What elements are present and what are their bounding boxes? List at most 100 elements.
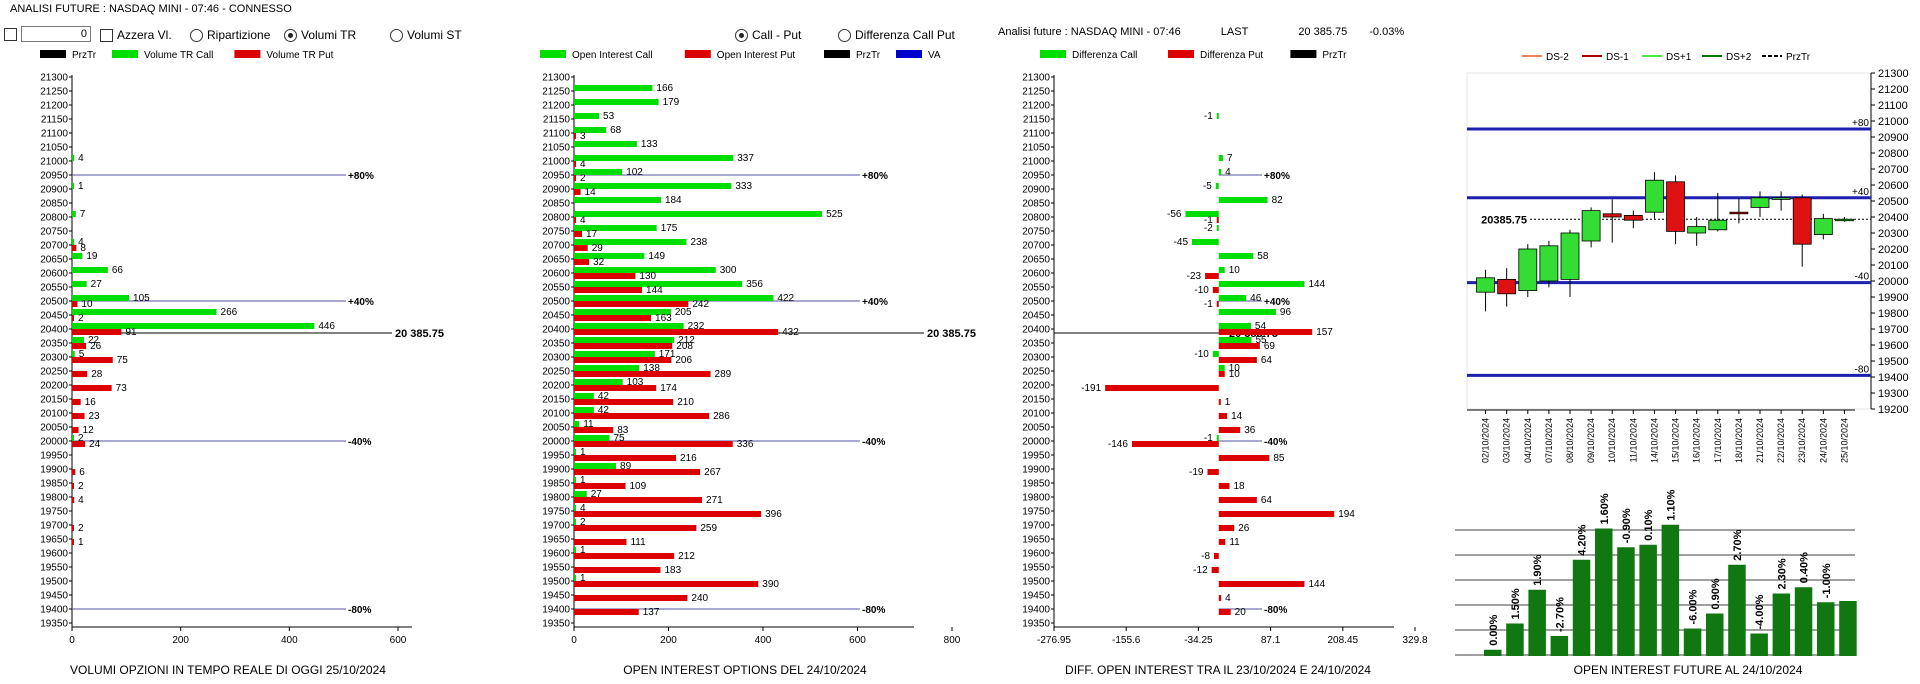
oi-y-tick-label: 21150 bbox=[543, 115, 571, 126]
candle-y-tick-label: 19600 bbox=[1878, 340, 1909, 352]
radio-ripartizione[interactable]: Ripartizione bbox=[190, 28, 270, 42]
oi-y-tick-label: 20200 bbox=[542, 381, 570, 392]
oi-bar-label-put: 212 bbox=[678, 551, 695, 562]
vol-bar-put bbox=[72, 315, 74, 321]
diff-bar-call bbox=[1218, 267, 1225, 273]
diff-bar-label-call: 10 bbox=[1229, 363, 1241, 374]
oi-bar-label-put: 2 bbox=[580, 173, 586, 184]
oi-bar-label-put: 216 bbox=[680, 453, 697, 464]
call-put-label: Call - Put bbox=[752, 28, 802, 42]
diff-bar-call bbox=[1218, 337, 1252, 343]
oi-bar-put bbox=[574, 259, 590, 265]
candle-date-label: 24/10/2024 bbox=[1818, 418, 1828, 463]
oi-bar-put bbox=[574, 329, 779, 335]
vol-bar-put bbox=[72, 357, 113, 363]
oi-bar-put bbox=[574, 469, 701, 475]
oi-bar-put bbox=[574, 609, 639, 615]
oi-bar-label-call: 1 bbox=[580, 475, 586, 486]
vol-y-tick-label: 21050 bbox=[40, 143, 68, 154]
oi-bar-call bbox=[574, 407, 594, 413]
oi-bar-put bbox=[574, 581, 759, 587]
last-value: 20 385.75 bbox=[1298, 26, 1348, 38]
oi-bar-call bbox=[574, 309, 671, 315]
vol-bar-label-put: 2 bbox=[78, 313, 84, 324]
vol-y-tick-label: 19500 bbox=[40, 577, 68, 588]
diff-bar-call bbox=[1218, 169, 1222, 175]
diff-bar-label-call: 54 bbox=[1255, 321, 1267, 332]
candle-body bbox=[1645, 179, 1664, 213]
diff-bar-call bbox=[1185, 211, 1219, 217]
vol-bar-label-call: 22 bbox=[88, 335, 100, 346]
oi-legend-label-0: Open Interest Call bbox=[572, 50, 653, 61]
oi-bar-put bbox=[574, 245, 588, 251]
radio-diff-call-put[interactable]: Differenza Call Put bbox=[838, 28, 955, 42]
counter-checkbox[interactable] bbox=[4, 27, 17, 41]
radio-call-put[interactable]: Call - Put bbox=[735, 28, 801, 42]
oi-bar-label-call: 1 bbox=[580, 447, 586, 458]
diff-bar-put bbox=[1218, 413, 1228, 419]
oi-bar-put bbox=[574, 455, 677, 461]
candle-current-price-label: 20385.75 bbox=[1481, 214, 1527, 226]
future-oi-bar bbox=[1595, 528, 1613, 656]
diff-bar-call bbox=[1218, 295, 1247, 301]
vol-y-tick-label: 20700 bbox=[40, 241, 68, 252]
oi-bar-label-call: 4 bbox=[580, 503, 586, 514]
future-oi-bar bbox=[1661, 524, 1680, 656]
future-oi-bar bbox=[1772, 593, 1791, 656]
oi-bar-call bbox=[574, 505, 576, 511]
oi-bar-label-put: 83 bbox=[617, 425, 629, 436]
candle-y-tick-label: 20600 bbox=[1878, 180, 1909, 192]
azzera-checkbox[interactable]: Azzera Vl. bbox=[100, 28, 172, 42]
oi-bar-label-call: 53 bbox=[603, 111, 615, 122]
oi-bar-label-call: 356 bbox=[746, 279, 763, 290]
oi-bar-call bbox=[574, 393, 594, 399]
candle-y-tick-label: 20700 bbox=[1878, 164, 1909, 176]
diff-bar-put bbox=[1218, 609, 1231, 615]
future-oi-bar-label: -6.00% bbox=[1688, 589, 1700, 624]
diff-bar-label-put: -8 bbox=[1201, 551, 1210, 562]
vol-bar-put bbox=[72, 385, 112, 391]
future-oi-bar-label: 1.10% bbox=[1665, 489, 1677, 520]
vol-ref-label: -40% bbox=[348, 437, 371, 448]
future-oi-bar bbox=[1839, 601, 1857, 656]
diff-bar-put bbox=[1218, 357, 1257, 363]
diff-ref-label: -40% bbox=[1264, 437, 1287, 448]
radio-circle-selected bbox=[284, 28, 297, 42]
oi-bar-put bbox=[574, 441, 733, 447]
oi-x-tick-label: 0 bbox=[571, 635, 577, 646]
oi-y-tick-label: 20600 bbox=[542, 269, 570, 280]
oi-y-tick-label: 19500 bbox=[542, 577, 570, 588]
diff-bar-call bbox=[1218, 197, 1268, 203]
oi-bar-call bbox=[574, 169, 623, 175]
vol-bar-label-put: 6 bbox=[79, 467, 85, 478]
vol-x-tick-label: 600 bbox=[390, 635, 407, 646]
diff-bar-label-put: -1 bbox=[1204, 299, 1213, 310]
candle-y-tick-label: 19400 bbox=[1878, 372, 1909, 384]
vol-y-tick-label: 21000 bbox=[40, 157, 68, 168]
oi-bar-call bbox=[574, 99, 659, 105]
radio-volumi-tr[interactable]: Volumi TR bbox=[284, 28, 356, 42]
vol-bar-put bbox=[72, 343, 87, 349]
oi-bar-put bbox=[574, 231, 583, 237]
future-oi-bar-label: 1.50% bbox=[1510, 588, 1522, 619]
diff-y-tick-label: 20200 bbox=[1022, 381, 1050, 392]
diff-bar-label-put: 157 bbox=[1316, 327, 1333, 338]
diff-bar-label-call: -5 bbox=[1203, 181, 1212, 192]
oi-bar-put bbox=[574, 175, 576, 181]
diff-y-tick-label: 20550 bbox=[1022, 283, 1050, 294]
counter-input[interactable] bbox=[21, 26, 91, 42]
oi-bar-label-put: 336 bbox=[737, 439, 754, 450]
diff-bar-put bbox=[1105, 385, 1219, 391]
counter-control[interactable] bbox=[4, 26, 91, 42]
oi-bar-label-put: 130 bbox=[639, 271, 656, 282]
oi-bar-label-put: 3 bbox=[580, 131, 586, 142]
diff-call-put-label: Differenza Call Put bbox=[855, 28, 955, 42]
oi-y-tick-label: 20500 bbox=[542, 297, 570, 308]
diff-y-tick-label: 19800 bbox=[1022, 493, 1050, 504]
future-oi-bar bbox=[1572, 559, 1591, 656]
diff-bar-put bbox=[1218, 497, 1257, 503]
oi-bar-call bbox=[574, 519, 576, 525]
radio-volumi-st[interactable]: Volumi ST bbox=[390, 28, 462, 42]
candle-date-label: 25/10/2024 bbox=[1839, 418, 1849, 463]
